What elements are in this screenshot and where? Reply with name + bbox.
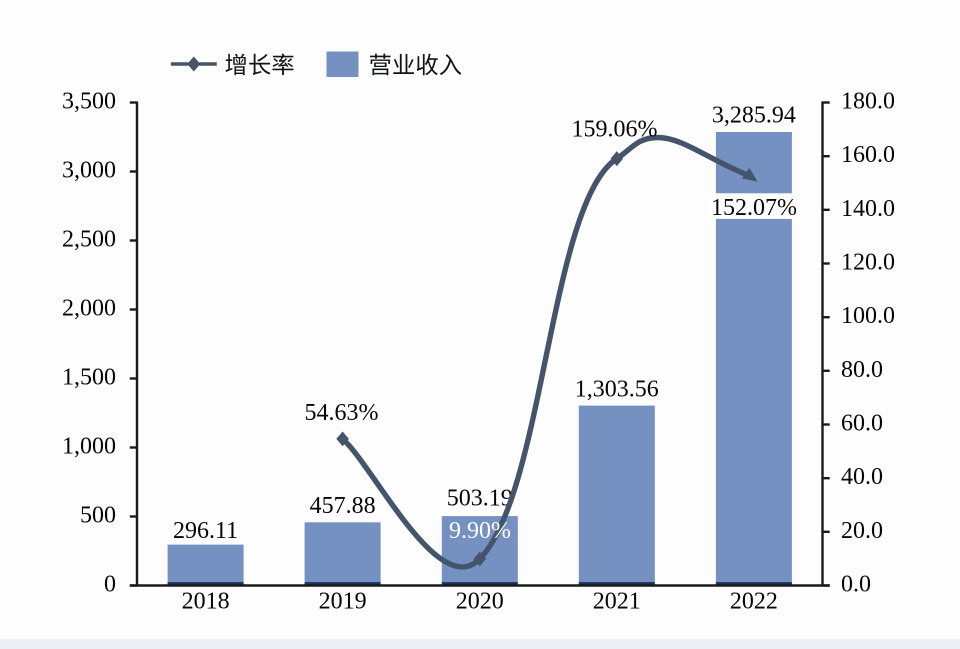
svg-text:160.0: 160.0 — [841, 142, 895, 168]
svg-text:54.63%: 54.63% — [305, 400, 379, 426]
svg-text:2019: 2019 — [319, 589, 367, 615]
svg-text:159.06%: 159.06% — [572, 116, 658, 142]
svg-text:1,000: 1,000 — [62, 434, 116, 460]
svg-text:1,303.56: 1,303.56 — [575, 377, 659, 403]
svg-text:2,500: 2,500 — [62, 227, 116, 253]
svg-text:503.19: 503.19 — [447, 486, 513, 512]
svg-text:80.0: 80.0 — [841, 357, 883, 383]
svg-text:20.0: 20.0 — [841, 518, 883, 544]
svg-text:40.0: 40.0 — [841, 464, 883, 490]
svg-text:2018: 2018 — [182, 589, 230, 615]
svg-text:2022: 2022 — [730, 589, 778, 615]
svg-text:9.90%: 9.90% — [449, 518, 511, 544]
svg-text:2021: 2021 — [593, 589, 641, 615]
svg-text:2020: 2020 — [456, 589, 504, 615]
svg-text:2,000: 2,000 — [62, 296, 116, 322]
svg-text:60.0: 60.0 — [841, 411, 883, 437]
svg-text:120.0: 120.0 — [841, 250, 895, 276]
svg-text:0.0: 0.0 — [841, 572, 871, 598]
svg-text:457.88: 457.88 — [310, 493, 376, 519]
svg-text:152.07%: 152.07% — [711, 195, 797, 221]
svg-text:3,000: 3,000 — [62, 158, 116, 184]
svg-text:500: 500 — [80, 503, 116, 529]
svg-text:3,285.94: 3,285.94 — [712, 103, 796, 129]
svg-text:180.0: 180.0 — [841, 89, 895, 115]
svg-text:0: 0 — [104, 572, 116, 598]
svg-text:140.0: 140.0 — [841, 196, 895, 222]
svg-text:1,500: 1,500 — [62, 365, 116, 391]
svg-text:100.0: 100.0 — [841, 303, 895, 329]
svg-text:296.11: 296.11 — [173, 518, 238, 544]
svg-text:3,500: 3,500 — [62, 89, 116, 115]
